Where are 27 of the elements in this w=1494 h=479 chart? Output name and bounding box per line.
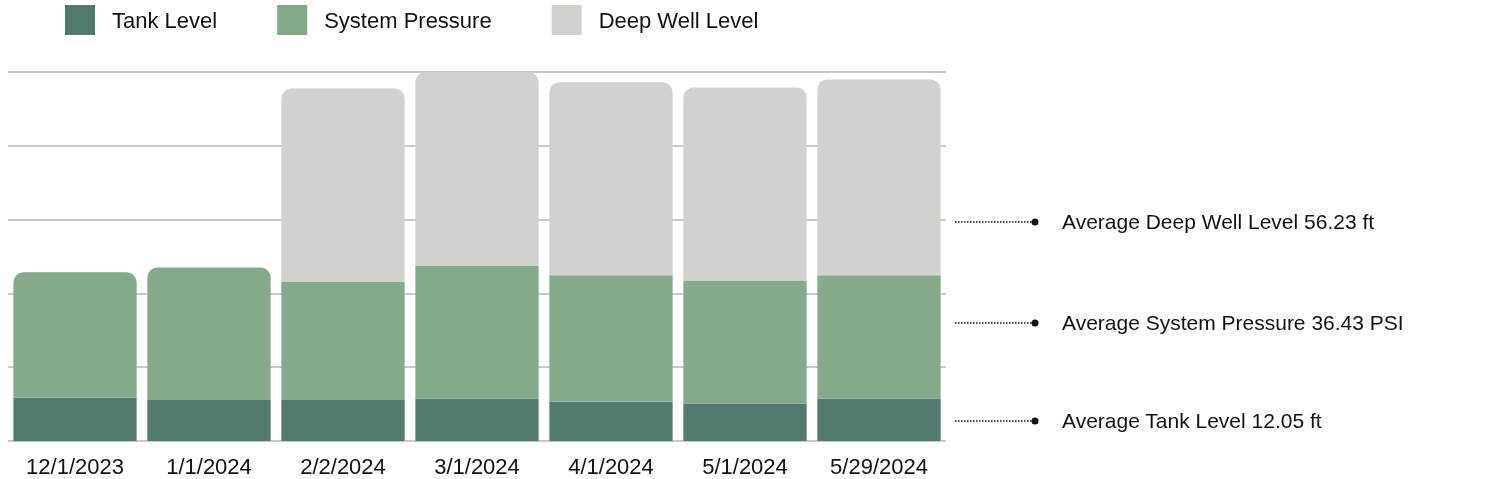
bar [281,281,405,401]
bar [683,280,807,404]
bar [415,398,539,441]
x-tick-label: 3/1/2024 [434,453,520,479]
text: Average Tank Level 12.05 ft [1062,409,1322,433]
bar [683,403,807,441]
x-tick-label: 4/1/2024 [568,453,654,479]
x-tick-label: 5/1/2024 [702,453,788,479]
legend-label: System Pressure [324,7,492,33]
x-tick-label: 1/1/2024 [166,453,252,479]
bar [817,398,941,441]
x-tick-label: 2/2/2024 [300,453,386,479]
x-tick-label: 5/29/2024 [830,453,928,479]
bar [817,275,941,399]
bar [13,397,137,441]
bar [415,265,539,399]
bar [147,267,271,401]
bar [549,275,673,402]
text: Average System Pressure 36.43 PSI [1062,311,1404,335]
bar [147,400,271,441]
x-tick-label: 12/1/2023 [26,453,124,479]
bar [281,400,405,441]
bar [549,401,673,441]
text: Average Deep Well Level 56.23 ft [1062,210,1375,234]
legend-label: Tank Level [112,7,218,33]
bar [13,272,137,398]
legend-label: Deep Well Level [598,7,759,33]
